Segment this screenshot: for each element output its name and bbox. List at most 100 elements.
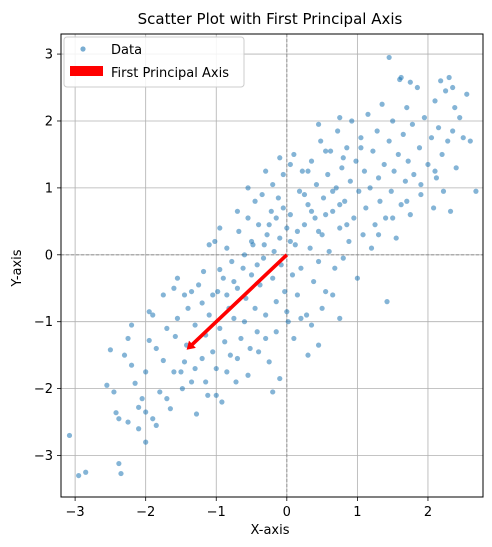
scatter-point xyxy=(104,383,109,388)
scatter-point xyxy=(125,336,130,341)
scatter-point xyxy=(189,289,194,294)
scatter-point xyxy=(305,202,310,207)
scatter-point xyxy=(418,192,423,197)
scatter-point xyxy=(210,292,215,297)
scatter-point xyxy=(384,299,389,304)
scatter-point xyxy=(236,229,241,234)
scatter-point xyxy=(382,162,387,167)
scatter-point xyxy=(281,205,286,210)
scatter-point xyxy=(143,369,148,374)
scatter-point xyxy=(276,195,281,200)
x-tick-label: 0 xyxy=(283,505,291,520)
scatter-point xyxy=(434,175,439,180)
scatter-point xyxy=(305,169,310,174)
scatter-point xyxy=(316,343,321,348)
scatter-point xyxy=(281,172,286,177)
scatter-point xyxy=(274,299,279,304)
scatter-point xyxy=(418,182,423,187)
scatter-point xyxy=(255,329,260,334)
scatter-point xyxy=(256,349,261,354)
scatter-point xyxy=(295,292,300,297)
scatter-point xyxy=(387,55,392,60)
scatter-point xyxy=(229,259,234,264)
scatter-point xyxy=(192,366,197,371)
scatter-point xyxy=(118,471,123,476)
scatter-point xyxy=(325,172,330,177)
scatter-point xyxy=(445,138,450,143)
scatter-point xyxy=(217,267,222,272)
scatter-point xyxy=(164,326,169,331)
scatter-point xyxy=(224,369,229,374)
scatter-point xyxy=(286,319,291,324)
scatter-point xyxy=(224,246,229,251)
scatter-point xyxy=(261,256,266,261)
scatter-point xyxy=(408,212,413,217)
scatter-point xyxy=(441,189,446,194)
scatter-point xyxy=(136,405,141,410)
scatter-point xyxy=(401,132,406,137)
scatter-point xyxy=(129,363,134,368)
scatter-point xyxy=(235,286,240,291)
scatter-point xyxy=(154,346,159,351)
scatter-point xyxy=(201,269,206,274)
scatter-point xyxy=(200,300,205,305)
scatter-point xyxy=(330,209,335,214)
scatter-point xyxy=(161,358,166,363)
scatter-point xyxy=(356,189,361,194)
scatter-point xyxy=(242,319,247,324)
scatter-point xyxy=(323,212,328,217)
scatter-point xyxy=(288,162,293,167)
scatter-point xyxy=(431,205,436,210)
scatter-point xyxy=(403,179,408,184)
scatter-point xyxy=(309,209,314,214)
scatter-point xyxy=(457,115,462,120)
scatter-point xyxy=(432,169,437,174)
scatter-point xyxy=(182,292,187,297)
scatter-point xyxy=(297,189,302,194)
scatter-point xyxy=(304,312,309,317)
y-axis-ticks: −3−2−10123 xyxy=(34,48,61,464)
scatter-point xyxy=(147,309,152,314)
scatter-point xyxy=(274,329,279,334)
y-tick-label: 2 xyxy=(45,114,53,129)
scatter-point xyxy=(327,249,332,254)
scatter-point xyxy=(245,373,250,378)
scatter-point xyxy=(219,399,224,404)
grid-lines xyxy=(61,34,483,497)
scatter-point xyxy=(168,406,173,411)
scatter-point xyxy=(262,242,267,247)
scatter-point xyxy=(194,411,199,416)
scatter-point xyxy=(290,272,295,277)
scatter-point xyxy=(323,148,328,153)
scatter-point xyxy=(175,276,180,281)
scatter-point xyxy=(288,239,293,244)
scatter-point xyxy=(318,138,323,143)
scatter-point xyxy=(314,182,319,187)
scatter-point xyxy=(358,145,363,150)
scatter-point xyxy=(161,292,166,297)
scatter-point xyxy=(452,105,457,110)
scatter-point xyxy=(240,266,245,271)
scatter-point xyxy=(291,152,296,157)
scatter-point xyxy=(320,306,325,311)
scatter-point xyxy=(129,322,134,327)
y-tick-label: −3 xyxy=(34,449,53,464)
scatter-point xyxy=(298,266,303,271)
x-tick-label: 2 xyxy=(424,505,432,520)
scatter-point xyxy=(252,199,257,204)
y-tick-label: −2 xyxy=(34,382,53,397)
scatter-point xyxy=(358,135,363,140)
scatter-point xyxy=(173,334,178,339)
scatter-point xyxy=(178,369,183,374)
scatter-point xyxy=(111,389,116,394)
scatter-point xyxy=(309,159,314,164)
scatter-point xyxy=(248,346,253,351)
x-tick-label: −2 xyxy=(136,505,155,520)
legend-data-marker-icon xyxy=(80,46,85,51)
scatter-point xyxy=(309,322,314,327)
scatter-point xyxy=(260,192,265,197)
scatter-point xyxy=(205,393,210,398)
scatter-point xyxy=(316,122,321,127)
scatter-point xyxy=(164,396,169,401)
scatter-point xyxy=(302,192,307,197)
